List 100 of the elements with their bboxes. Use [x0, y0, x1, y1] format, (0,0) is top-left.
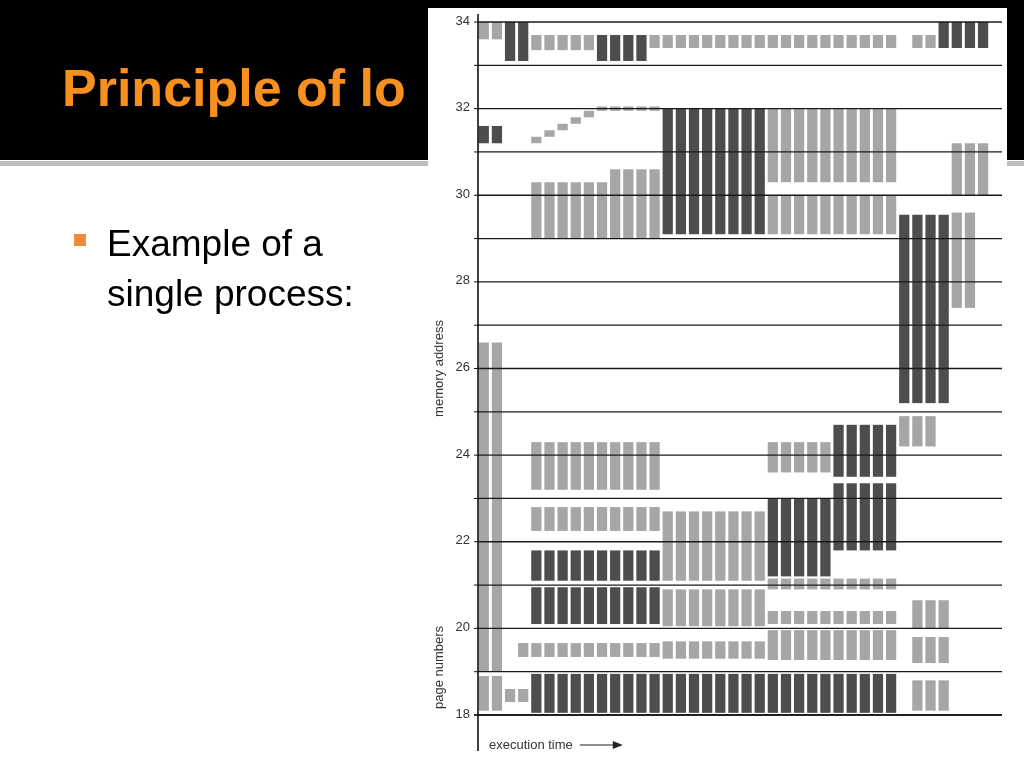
bar	[596, 550, 608, 581]
bar	[846, 673, 857, 713]
bar	[885, 195, 897, 235]
bar	[531, 673, 542, 713]
bar	[833, 424, 844, 477]
bar	[833, 195, 844, 235]
bar	[649, 550, 660, 581]
bar	[846, 424, 857, 477]
bar	[820, 498, 831, 577]
bar	[623, 643, 634, 657]
bar	[780, 34, 792, 48]
bar	[610, 442, 621, 490]
bar	[794, 630, 805, 660]
bar	[662, 641, 673, 659]
bar	[570, 442, 581, 490]
bar	[794, 34, 805, 48]
bar	[570, 182, 581, 239]
bar	[596, 106, 608, 111]
bar	[728, 589, 739, 627]
bar	[846, 483, 857, 551]
bar	[754, 589, 765, 627]
bar	[741, 511, 752, 581]
bar	[636, 587, 647, 625]
bar	[662, 108, 673, 235]
bar	[938, 637, 949, 664]
bar	[702, 673, 713, 713]
bar	[636, 550, 647, 581]
bar	[636, 106, 647, 111]
bar	[491, 342, 503, 672]
bar	[767, 630, 778, 660]
bar	[570, 550, 581, 581]
bar	[925, 637, 936, 664]
bar	[938, 600, 949, 629]
bar	[912, 214, 923, 404]
bar	[649, 34, 660, 48]
bar	[688, 641, 700, 659]
bar	[794, 108, 805, 183]
bar	[912, 34, 923, 48]
bar	[912, 600, 923, 629]
text: Principle of lo	[62, 59, 406, 117]
bar	[583, 110, 595, 118]
bar	[623, 507, 634, 531]
text: page numbers	[430, 625, 446, 709]
bar	[596, 643, 608, 657]
bar	[859, 108, 870, 183]
bar	[662, 589, 673, 627]
bar	[531, 182, 542, 239]
bar	[531, 643, 542, 657]
bar	[807, 34, 818, 48]
bar	[728, 673, 739, 713]
bar	[557, 673, 568, 713]
bar	[583, 34, 595, 51]
bar	[583, 182, 595, 239]
bar	[899, 416, 910, 447]
bar	[833, 630, 844, 660]
bar	[780, 673, 792, 713]
bar	[596, 673, 608, 713]
bar	[872, 630, 884, 660]
bar	[833, 34, 844, 48]
bar	[859, 195, 870, 235]
bar	[636, 507, 647, 531]
y-tick-label: 34	[455, 12, 470, 28]
bar	[636, 442, 647, 490]
bar	[715, 511, 726, 581]
bar	[807, 195, 818, 235]
bar	[859, 630, 870, 660]
bar	[859, 34, 870, 48]
bar	[925, 214, 936, 404]
y-tick-label: 26	[455, 359, 470, 375]
bar	[583, 673, 595, 713]
bar	[780, 108, 792, 183]
bar	[702, 641, 713, 659]
bar	[846, 611, 857, 625]
bar	[688, 34, 700, 48]
bar	[610, 587, 621, 625]
bar	[583, 643, 595, 657]
bar	[820, 630, 831, 660]
bar	[925, 680, 936, 711]
bar	[531, 442, 542, 490]
bar	[636, 643, 647, 657]
bar	[544, 182, 555, 239]
bar	[623, 673, 634, 713]
bar	[794, 673, 805, 713]
bar	[794, 611, 805, 625]
y-tick-label: 30	[455, 185, 470, 201]
y-tick-label: 32	[455, 99, 470, 115]
bar	[754, 673, 765, 713]
bar	[623, 442, 634, 490]
bar	[610, 507, 621, 531]
bar	[544, 550, 555, 581]
bar	[702, 589, 713, 627]
bar	[912, 416, 923, 447]
bar	[636, 673, 647, 713]
bar	[780, 630, 792, 660]
bar	[675, 34, 686, 48]
bar	[596, 587, 608, 625]
bar	[649, 673, 660, 713]
bar	[570, 34, 581, 51]
bar	[807, 108, 818, 183]
bar	[478, 125, 489, 144]
